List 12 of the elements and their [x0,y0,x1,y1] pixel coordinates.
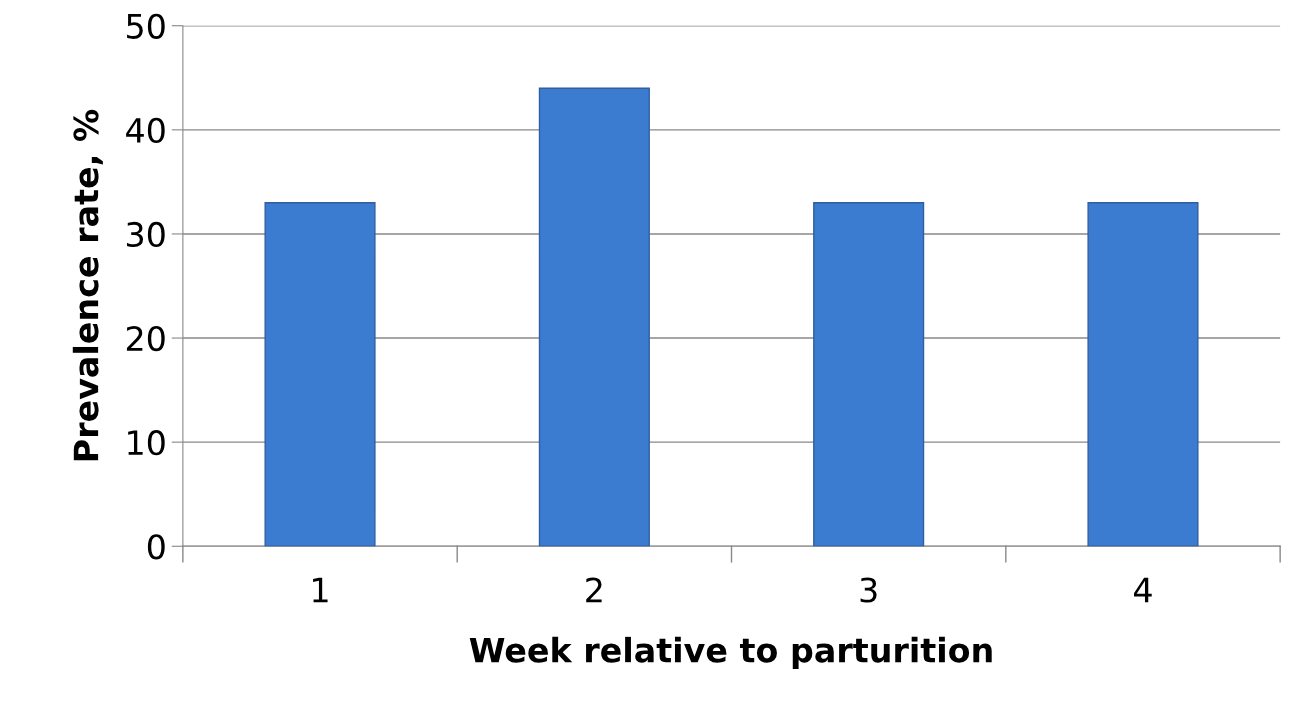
y-tick-label: 20 [126,325,165,352]
y-tick-label: 30 [127,221,165,248]
y-axis-title: Prevalence rate, % [72,109,103,461]
y-tick-label: 50 [127,13,165,39]
x-tick-label: 1 [313,577,328,603]
x-tick-label: 3 [860,577,877,603]
y-tick-label: 10 [128,430,165,456]
y-tick-label: 0 [147,534,165,560]
x-tick-label: 4 [1134,577,1152,603]
x-axis-title: Week relative to parturition [469,636,992,670]
x-tick-label: 2 [586,577,602,603]
y-tick-label: 40 [126,117,165,143]
